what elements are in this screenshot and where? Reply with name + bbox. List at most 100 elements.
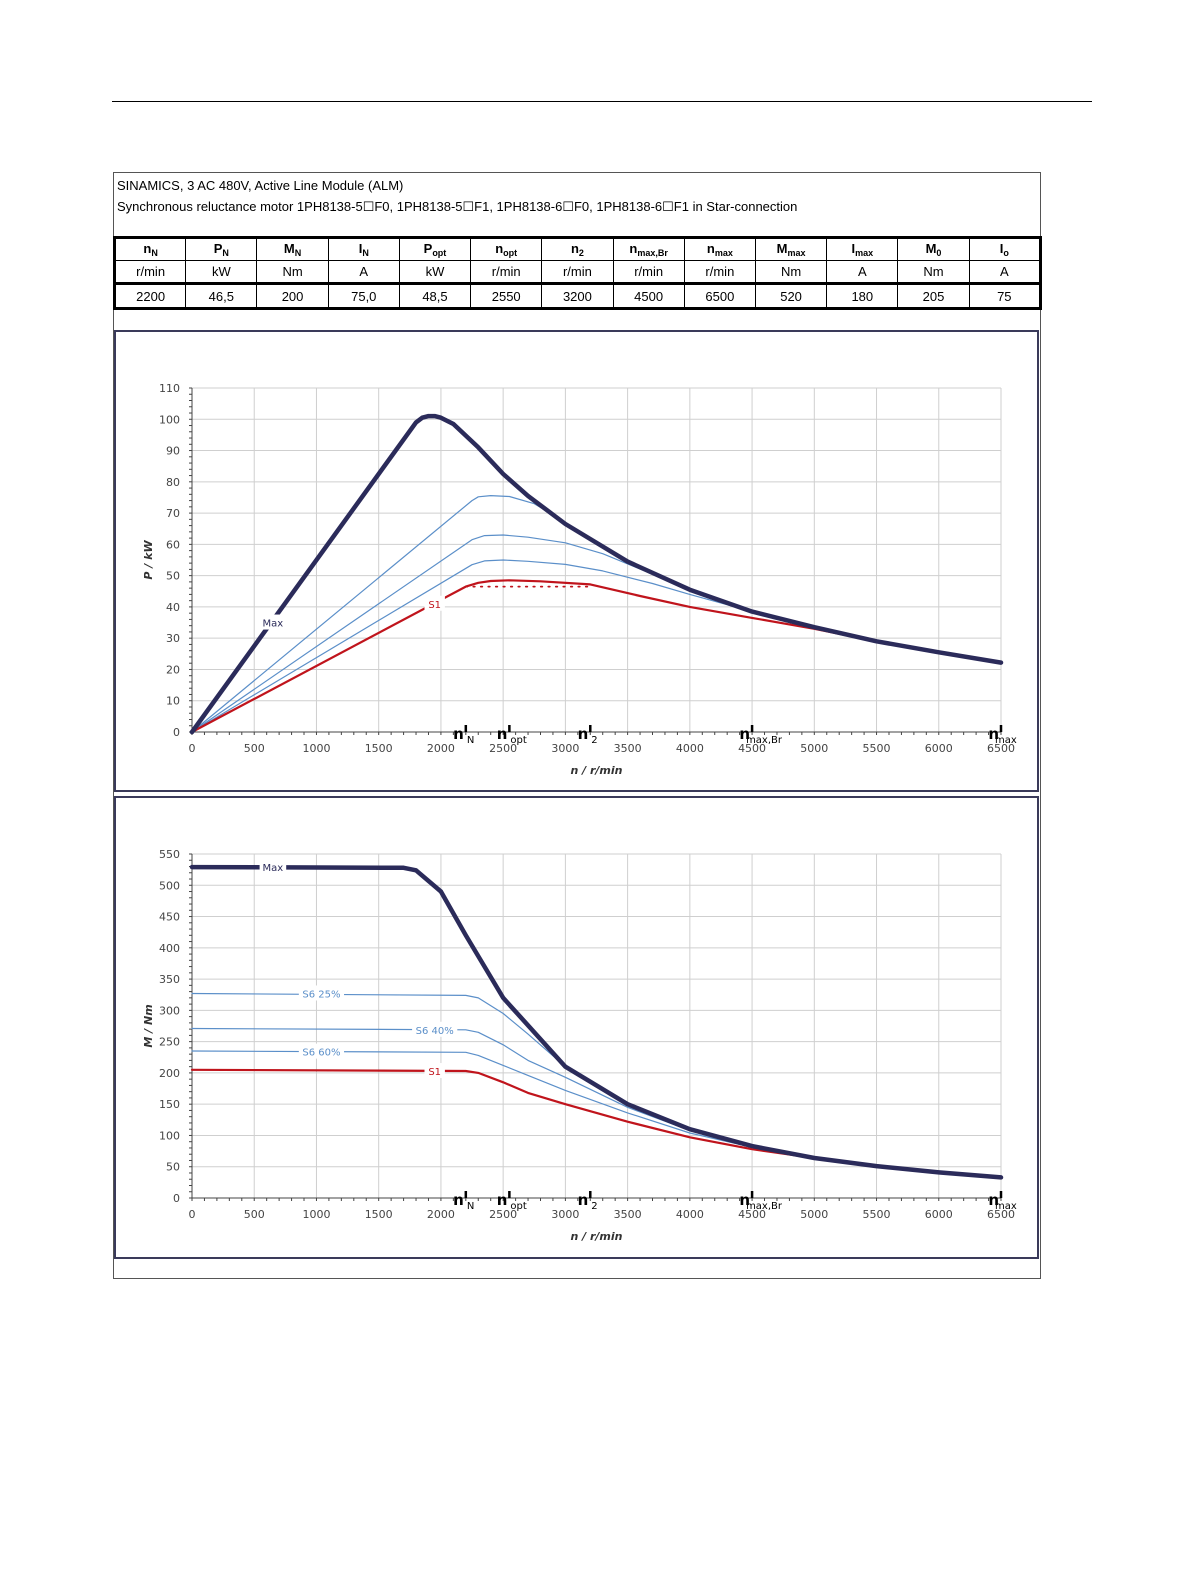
spec-symbol-5: nopt [470,236,543,261]
series-label-bg [259,614,287,630]
spec-symbol-sub: max,Br [637,248,668,258]
spec-value-12: 75 [968,283,1043,310]
x-tick-label: 2500 [489,742,517,755]
spec-unit-10: A [826,260,899,285]
speed-marker-label: n [497,725,508,743]
x-tick-label: 1000 [302,1208,330,1221]
y-tick-label: 100 [159,1129,180,1142]
speed-marker-subscript: 2 [591,1201,597,1212]
spec-symbol-main: P [213,241,223,256]
spec-symbol-0: nN [112,236,187,261]
spec-value-11: 205 [897,283,970,310]
spec-unit-4: kW [398,260,472,285]
spec-unit-5: r/min [470,260,543,285]
speed-marker-subscript: max,Br [746,1201,783,1212]
spec-symbol-11: M0 [897,236,970,261]
spec-symbol-sub: max [787,248,806,258]
x-tick-label: 3500 [614,742,642,755]
series-label: Max [263,863,284,874]
speed-marker-label: n [988,1191,999,1209]
spec-value-3: 75,0 [327,283,400,310]
spec-symbol-3: IN [327,236,400,261]
spec-symbol-2: MN [256,236,329,261]
spec-symbol-main: M [283,241,295,256]
speed-marker-label: n [739,725,750,743]
spec-symbol-main: n [706,241,715,256]
y-tick-label: 110 [159,382,180,395]
y-tick-label: 250 [159,1036,180,1049]
spec-unit-12: A [968,260,1043,285]
speed-marker-label: n [453,1191,464,1209]
x-tick-label: 0 [189,742,196,755]
x-axis-title: n / r/min [570,1230,622,1243]
series-label: S6 60% [302,1048,340,1059]
top-rule [112,101,1092,102]
x-tick-label: 3000 [551,1208,579,1221]
x-tick-label: 4500 [738,1208,766,1221]
speed-marker-subscript: opt [510,735,526,746]
spec-symbol-row: nN PN MN IN Popt nopt n2 nmax,Br nmax Mmax Imax M0 I… [112,236,1043,261]
x-tick-label: 4000 [676,1208,704,1221]
series-label-bg [298,985,345,1001]
x-tick-label: 500 [244,1208,265,1221]
speed-marker-label: n [739,1191,750,1209]
spec-unit-7: r/min [612,260,685,285]
speed-marker-symbol: n [988,1191,999,1209]
x-tick-label: 5000 [800,1208,828,1221]
y-tick-label: 60 [166,538,180,551]
x-tick-label: 500 [244,742,265,755]
spec-unit-6: r/min [541,260,614,285]
spec-value-9: 520 [754,283,828,310]
speed-marker-symbol: n [453,725,464,743]
series-label-bg [298,1043,345,1059]
spec-unit-11: Nm [897,260,970,285]
x-tick-label: 6500 [987,1208,1015,1221]
speed-marker-label: n [578,1191,589,1209]
spec-symbol-main: n [143,241,152,256]
series-label-bg [424,595,445,611]
y-tick-label: 0 [173,726,180,739]
spec-symbol-main: n [495,241,504,256]
y-tick-label: 550 [159,848,180,861]
x-axis-title: n / r/min [570,764,622,777]
spec-symbol-main: P [423,241,433,256]
spec-value-row: 2200 46,5 200 75,0 48,5 2550 3200 4500 6500 520 18… [112,283,1043,310]
y-tick-label: 90 [166,445,180,458]
x-tick-label: 6500 [987,742,1015,755]
speed-marker-label: n [453,725,464,743]
series-label-bg [412,1021,458,1037]
y-tick-label: 50 [166,570,180,583]
y-tick-label: 80 [166,476,180,489]
speed-marker-label: n [497,1191,508,1209]
y-tick-label: 70 [166,507,180,520]
y-tick-label: 200 [159,1067,180,1080]
series-line-max [189,413,1004,735]
power-chart: 0 500 1000 1500 2000 2500 3000 3500 4000 4500 5000… [142,382,1017,777]
spec-value-1: 46,5 [185,283,258,310]
y-tick-label: 30 [166,632,180,645]
spec-symbol-1: PN [185,236,258,261]
spec-value-4: 48,5 [398,283,472,310]
spec-symbol-main: I [851,241,856,256]
spec-symbol-sub: N [151,248,158,258]
power-chart-frame: 0 500 1000 1500 2000 2500 3000 3500 4000 4500 5000… [114,330,1039,792]
spec-value-7: 4500 [612,283,685,310]
spec-symbol-main: I [999,241,1004,256]
spec-symbol-10: Imax [826,236,899,261]
speed-marker-subscript: N [467,1201,474,1212]
spec-value-2: 200 [256,283,329,310]
x-tick-label: 6000 [925,742,953,755]
speed-marker-symbol: n [578,725,589,743]
x-tick-label: 2000 [427,1208,455,1221]
y-tick-label: 300 [159,1004,180,1017]
x-tick-label: 1500 [365,1208,393,1221]
spec-symbol-sub: o [1003,248,1009,258]
spec-symbol-sub: N [362,248,369,258]
spec-unit-9: Nm [754,260,828,285]
speed-marker-subscript: max,Br [746,735,783,746]
y-tick-label: 150 [159,1098,180,1111]
spec-symbol-sub: N [222,248,229,258]
x-tick-label: 6000 [925,1208,953,1221]
x-tick-label: 3500 [614,1208,642,1221]
